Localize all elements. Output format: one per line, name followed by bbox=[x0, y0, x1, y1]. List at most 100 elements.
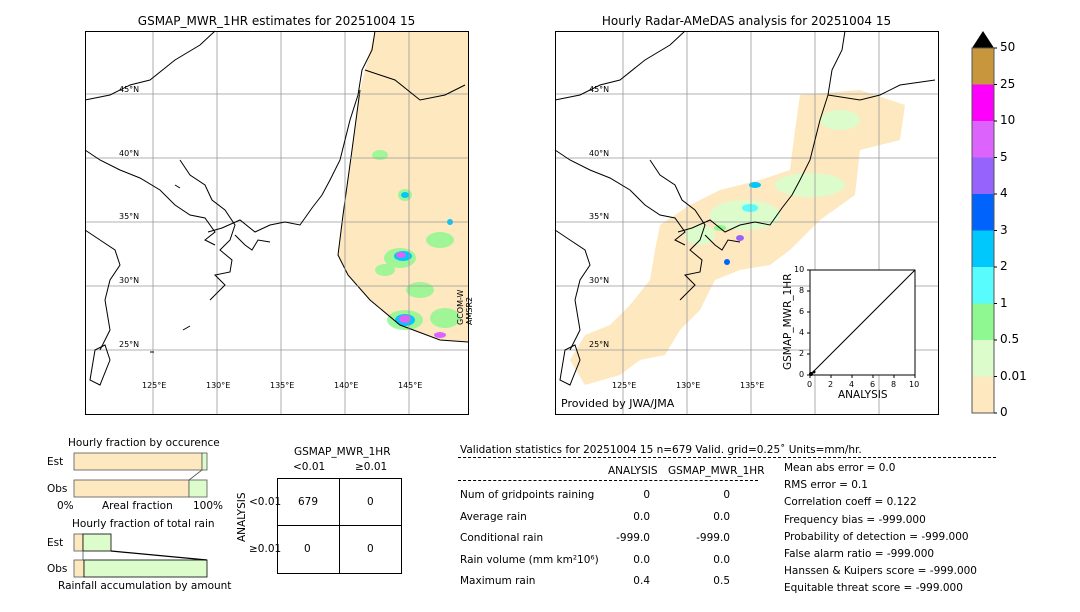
validation-header: Validation statistics for 20251004 15 n=… bbox=[460, 444, 862, 456]
inset-x-tick: 8 bbox=[891, 380, 897, 389]
sensor-label: GCOM-W AMSR2 bbox=[456, 290, 474, 325]
colorbar-extend-triangle bbox=[972, 31, 994, 48]
obs-dry-bar bbox=[73, 479, 190, 498]
obs-label: Obs bbox=[47, 483, 68, 495]
obs-label: Obs bbox=[47, 563, 68, 575]
gsmap-value: 0.5 bbox=[713, 575, 730, 587]
colorbar-bin bbox=[972, 267, 994, 304]
colorbar-bin bbox=[972, 303, 994, 340]
colorbar-bin bbox=[972, 340, 994, 377]
lat-label: 25°N bbox=[589, 340, 610, 349]
gsmap-value: -999.0 bbox=[696, 532, 730, 544]
est-label: Est bbox=[47, 456, 64, 468]
gsmap-value: 0 bbox=[723, 489, 730, 501]
colorbar-bin bbox=[972, 230, 994, 267]
inset-x-tick: 6 bbox=[870, 380, 876, 389]
inset-y-tick: 2 bbox=[799, 349, 805, 358]
lon-label: 125°E bbox=[142, 381, 167, 390]
colorbar-tick-label: 0.01 bbox=[1000, 368, 1027, 383]
analysis-value: 0.0 bbox=[633, 553, 650, 566]
right-map bbox=[554, 30, 939, 415]
colorbar-bin bbox=[972, 48, 994, 85]
colorbar-bin bbox=[972, 194, 994, 231]
axis-right-label: 100% bbox=[193, 500, 224, 512]
row-label: Num of gridpoints raining bbox=[460, 489, 595, 501]
right-rain-cells bbox=[685, 110, 860, 245]
lat-label: 45°N bbox=[589, 85, 610, 94]
left-rain-area bbox=[338, 31, 468, 342]
inset-y-tick: 10 bbox=[794, 265, 805, 274]
colorbar-tick-label: 3 bbox=[1000, 222, 1008, 237]
occurrence-chart bbox=[73, 452, 208, 498]
analysis-value: -999.0 bbox=[616, 532, 650, 544]
lon-label: 145°E bbox=[398, 381, 423, 390]
sensor-name: AMSR2 bbox=[465, 296, 474, 325]
colorbar-tick-label: 50 bbox=[1000, 40, 1016, 54]
inset-y-tick: 6 bbox=[799, 307, 805, 316]
score-line: Probability of detection = -999.000 bbox=[784, 530, 969, 543]
col-header: GSMAP_MWR_1HR bbox=[668, 465, 765, 477]
colorbar-tick-label: 2 bbox=[1000, 259, 1008, 273]
inset-scatter bbox=[807, 269, 916, 378]
colorbar-tick-label: 10 bbox=[1000, 113, 1016, 127]
row-axis-label: ANALYSIS bbox=[236, 492, 248, 542]
col-header: ANALYSIS bbox=[608, 465, 658, 477]
inset-y-tick: 0 bbox=[799, 370, 805, 379]
right-coastlines bbox=[554, 30, 936, 386]
inset-x-label: ANALYSIS bbox=[838, 389, 888, 401]
contingency-grid bbox=[277, 478, 402, 574]
colorbar-tick-label: 5 bbox=[1000, 149, 1008, 164]
est-dry-bar bbox=[73, 452, 203, 471]
score-line: RMS error = 0.1 bbox=[784, 479, 868, 492]
row-header: ≥0.01 bbox=[249, 543, 282, 555]
left-coastlines bbox=[84, 30, 466, 386]
lat-label: 35°N bbox=[119, 212, 140, 221]
inset-x-tick: 0 bbox=[807, 380, 813, 389]
left-gridlines bbox=[85, 31, 468, 414]
axis-left-label: 0% bbox=[57, 500, 74, 512]
left-map bbox=[84, 30, 469, 415]
score-line: Equitable threat score = -999.000 bbox=[784, 582, 963, 595]
gsmap-value: 0.0 bbox=[713, 553, 730, 566]
gsmap-value: 0.0 bbox=[713, 510, 730, 523]
obs-wet-bar bbox=[188, 479, 208, 498]
cell-value: 0 bbox=[304, 543, 311, 555]
lat-label: 45°N bbox=[119, 85, 140, 94]
colorbar-bin bbox=[972, 376, 994, 413]
lon-label: 130°E bbox=[206, 381, 231, 390]
analysis-value: 0.0 bbox=[633, 510, 650, 523]
colorbar-tick-label: 25 bbox=[1000, 76, 1016, 91]
row-label: Average rain bbox=[460, 510, 527, 523]
lat-label: 30°N bbox=[589, 276, 610, 285]
lat-label: 40°N bbox=[119, 149, 140, 158]
colorbar-tick-label: 0 bbox=[1000, 405, 1008, 419]
analysis-value: 0.4 bbox=[633, 575, 650, 587]
colorbar-bin bbox=[972, 84, 994, 121]
lat-label: 35°N bbox=[589, 212, 610, 221]
scatter-point bbox=[812, 370, 816, 374]
cell-value: 0 bbox=[367, 543, 374, 555]
left-map-title: GSMAP_MWR_1HR estimates for 20251004 15 bbox=[137, 14, 416, 28]
row-label: Maximum rain bbox=[460, 575, 536, 587]
est-label: Est bbox=[47, 537, 64, 549]
inset-y-label: GSMAP_MWR_1HR bbox=[782, 273, 794, 370]
left-rain-cells bbox=[372, 150, 460, 330]
cell-value: 0 bbox=[367, 496, 374, 508]
colorbar-bin bbox=[972, 157, 994, 194]
analysis-value: 0 bbox=[643, 489, 650, 501]
total-rain-title: Hourly fraction of total rain bbox=[72, 518, 215, 530]
colorbar-tick-label: 1 bbox=[1000, 295, 1008, 310]
lon-label: 130°E bbox=[676, 381, 701, 390]
lon-label: 135°E bbox=[270, 381, 295, 390]
colorbar-tick-label: 0.5 bbox=[1000, 332, 1020, 346]
inset-x-tick: 4 bbox=[849, 380, 855, 389]
lat-label: 40°N bbox=[589, 149, 610, 158]
total-rain-chart bbox=[73, 533, 208, 578]
row-label: Rain volume (mm km²10⁶) bbox=[460, 553, 599, 566]
score-line: Correlation coeff = 0.122 bbox=[784, 496, 917, 509]
col-header: <0.01 bbox=[293, 461, 326, 473]
total-rain-footer: Rainfall accumulation by amount bbox=[58, 580, 232, 592]
right-map-title: Hourly Radar-AMeDAS analysis for 2025100… bbox=[601, 14, 892, 28]
